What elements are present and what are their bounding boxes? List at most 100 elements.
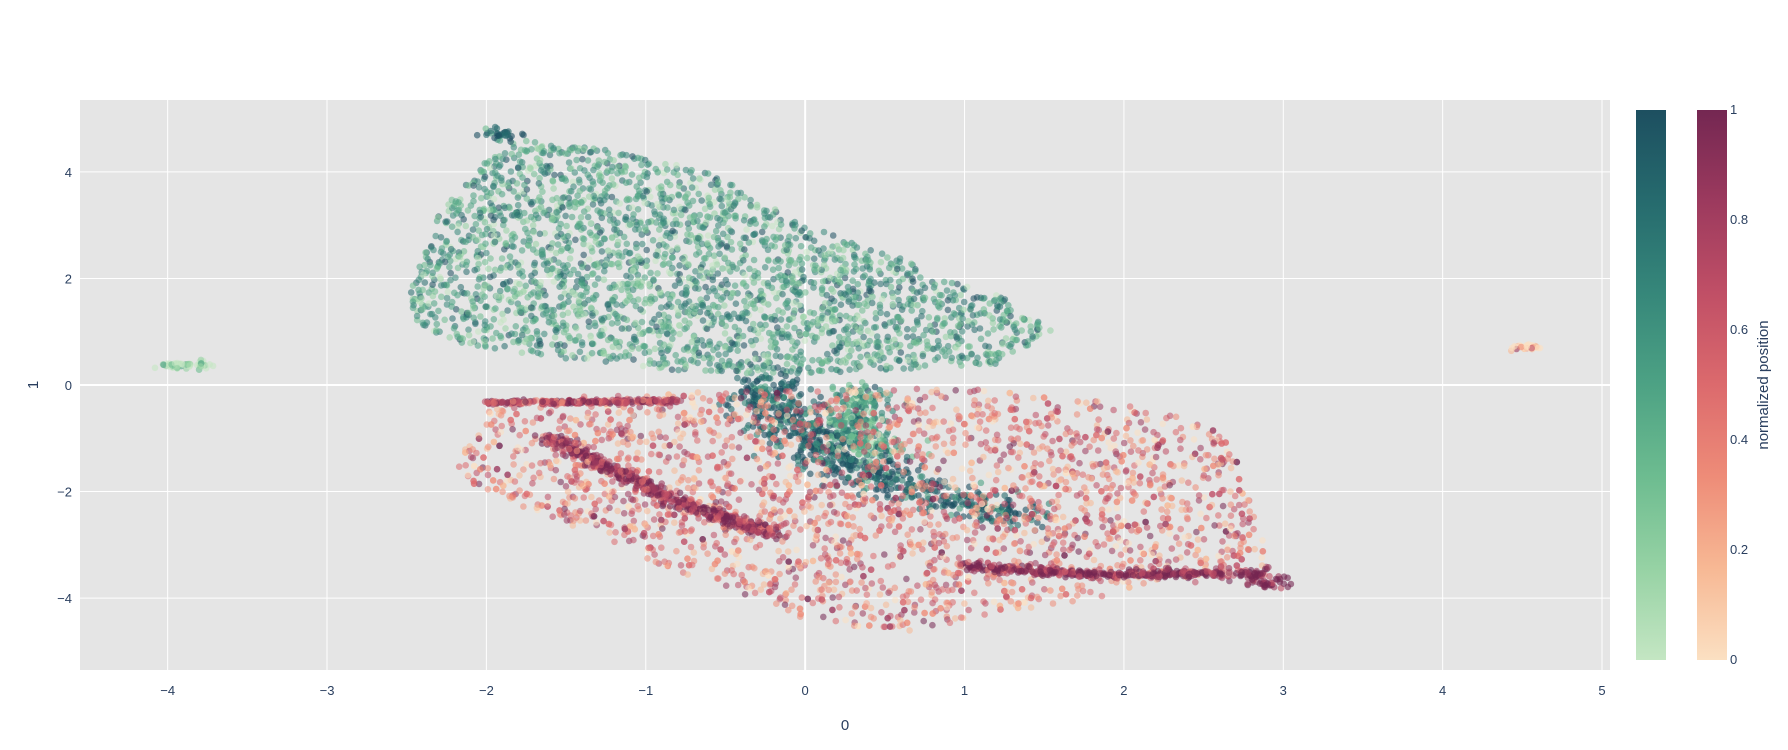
scatter-point [972, 359, 980, 367]
scatter-point [519, 174, 526, 181]
scatter-point [641, 156, 649, 164]
scatter-point [668, 303, 675, 311]
scatter-point [573, 156, 580, 164]
scatter-point [1135, 459, 1142, 467]
scatter-point [637, 283, 645, 290]
scatter-point [740, 342, 748, 349]
scatter-point [793, 546, 800, 554]
scatter-point [599, 179, 606, 186]
scatter-point [605, 305, 613, 313]
scatter-point [1018, 492, 1026, 500]
scatter-point [832, 571, 840, 578]
scatter-point [904, 531, 911, 538]
scatter-point [629, 267, 637, 275]
scatter-point [516, 270, 523, 277]
scatter-point [518, 247, 526, 254]
scatter-point [454, 264, 462, 272]
scatter-point [1094, 542, 1102, 550]
scatter-point [561, 342, 568, 349]
scatter-point [903, 333, 911, 341]
scatter-point [705, 354, 713, 362]
scatter-point [777, 316, 785, 323]
scatter-point [717, 407, 724, 414]
scatter-point [930, 295, 938, 303]
scatter-point [898, 477, 906, 484]
scatter-point [743, 226, 750, 233]
scatter-point [710, 346, 717, 354]
scatter-point [1117, 484, 1125, 492]
scatter-point [1172, 413, 1180, 421]
scatter-point [540, 149, 547, 157]
scatter-point [536, 174, 543, 182]
scatter-point [430, 246, 437, 254]
scatter-point [600, 276, 608, 284]
scatter-point [702, 283, 709, 291]
scatter-point [437, 234, 445, 241]
scatter-point [430, 300, 438, 307]
scatter-point [747, 300, 755, 308]
scatter-point [877, 364, 884, 372]
scatter-point [853, 244, 861, 251]
scatter-point [1005, 342, 1012, 349]
scatter-point [670, 206, 678, 214]
scatter-point [629, 286, 637, 294]
scatter-point [715, 222, 722, 229]
scatter-point [951, 493, 959, 501]
scatter-point [528, 146, 535, 153]
scatter-point [583, 273, 591, 281]
scatter-point [633, 244, 640, 251]
scatter-point [676, 279, 684, 287]
scatter-point [591, 319, 598, 327]
scatter-point [422, 249, 429, 256]
scatter-point [572, 324, 580, 332]
scatter-point [1200, 536, 1208, 543]
scatter-point [487, 323, 494, 330]
scatter-point [433, 265, 441, 273]
scatter-point [504, 286, 511, 293]
scatter-point [1087, 588, 1094, 596]
scatter-point [735, 327, 743, 335]
scatter-point [807, 386, 815, 393]
scatter-point [635, 174, 643, 182]
scatter-point [474, 254, 482, 262]
scatter-point [820, 613, 827, 621]
scatter-point [884, 491, 892, 499]
scatter-point [716, 363, 723, 370]
scatter-point [556, 149, 563, 157]
scatter-point [523, 137, 530, 145]
scatter-point [881, 551, 888, 558]
scatter-point [940, 457, 947, 465]
scatter-point [779, 290, 786, 298]
scatter-point [950, 434, 957, 442]
scatter-point [673, 547, 680, 555]
scatter-point [595, 157, 603, 164]
scatter-point [682, 363, 690, 371]
scatter-point [694, 234, 702, 242]
scatter-point [1076, 459, 1083, 467]
scatter-point [602, 262, 609, 269]
scatter-point [725, 259, 732, 267]
scatter-point [843, 354, 851, 362]
scatter-point [622, 213, 630, 221]
scatter-point [1002, 335, 1010, 342]
scatter-point [1000, 545, 1008, 552]
scatter-point [481, 173, 489, 180]
scatter-point [839, 460, 847, 468]
scatter-point [747, 203, 755, 210]
scatter-point [1094, 447, 1102, 454]
scatter-point [930, 345, 937, 353]
scatter-point [956, 505, 963, 512]
scatter-point [735, 444, 743, 451]
scatter-point [580, 224, 587, 232]
scatter-point [657, 190, 664, 198]
scatter-point [549, 265, 556, 272]
scatter-point [929, 480, 936, 487]
scatter-point [781, 242, 789, 249]
scatter-point [707, 181, 715, 189]
scatter-point [688, 184, 696, 191]
scatter-point [608, 320, 616, 327]
scatter-point [889, 301, 897, 309]
scatter-point [1074, 592, 1081, 599]
scatter-point [777, 221, 785, 228]
scatter-point [532, 240, 540, 248]
